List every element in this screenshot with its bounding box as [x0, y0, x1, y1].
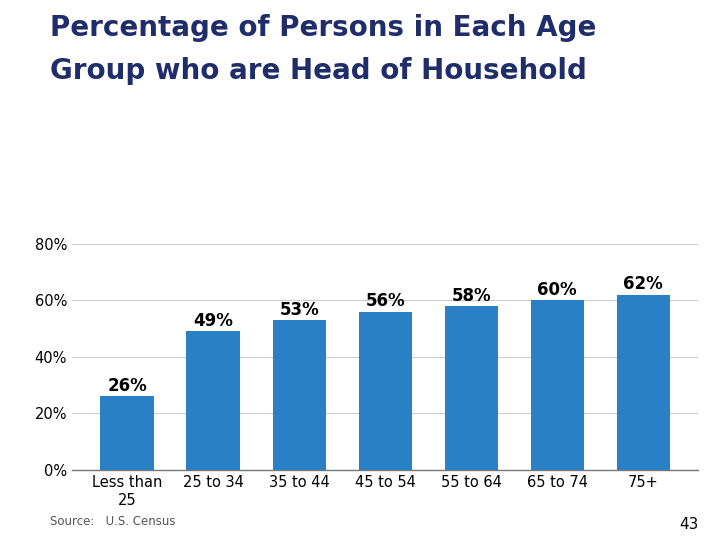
Text: 43: 43	[679, 517, 698, 532]
Text: Percentage of Persons in Each Age: Percentage of Persons in Each Age	[50, 14, 597, 42]
Text: 53%: 53%	[279, 301, 319, 319]
Text: Source:   U.S. Census: Source: U.S. Census	[50, 515, 176, 528]
Bar	[531, 300, 584, 470]
Text: 58%: 58%	[451, 287, 491, 305]
Text: 49%: 49%	[193, 312, 233, 330]
Text: 62%: 62%	[624, 275, 663, 293]
Bar	[272, 320, 326, 470]
Bar	[101, 396, 154, 470]
Bar	[616, 295, 670, 470]
Text: Group who are Head of Household: Group who are Head of Household	[50, 57, 588, 85]
Bar	[444, 306, 498, 470]
Bar	[186, 332, 240, 470]
Text: 26%: 26%	[107, 377, 147, 395]
Text: 60%: 60%	[537, 281, 577, 299]
Bar	[359, 312, 412, 470]
Text: 56%: 56%	[365, 292, 405, 310]
